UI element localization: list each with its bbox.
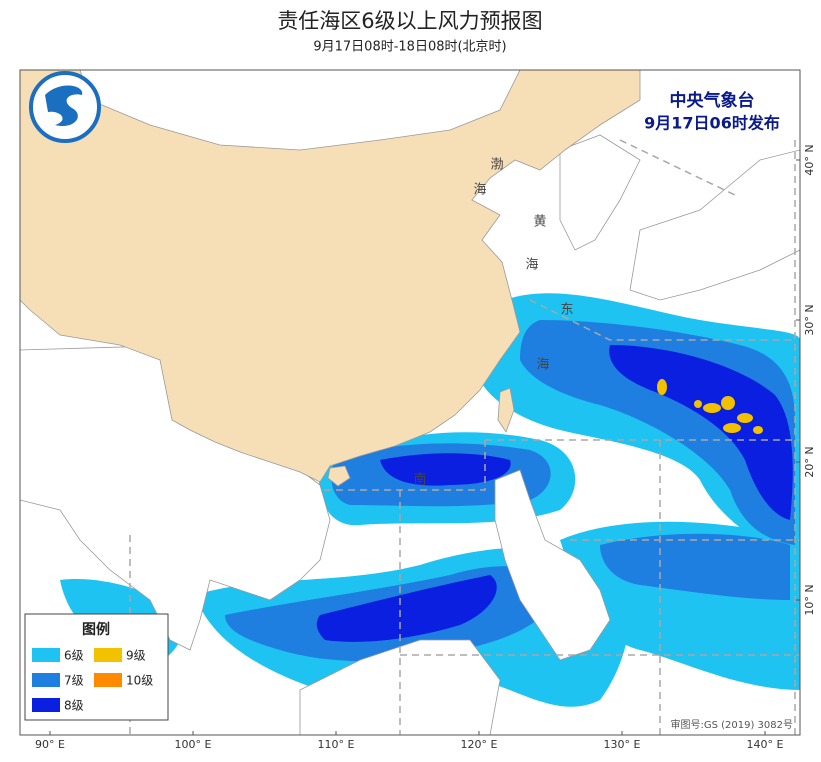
lon-label: 120° E bbox=[461, 738, 498, 751]
mongolia bbox=[79, 70, 521, 151]
legend: 图例 6级 9级 7级 10级 8级 bbox=[24, 613, 169, 721]
korea-japan bbox=[559, 134, 800, 301]
sea-label: 黄 bbox=[533, 215, 546, 230]
sea-label: 海 bbox=[536, 358, 549, 373]
lon-label: 110° E bbox=[318, 738, 355, 751]
lat-label: 20° N bbox=[803, 446, 816, 477]
china bbox=[20, 70, 641, 483]
approval-number: 审图号:GS (2019) 3082号 bbox=[670, 718, 793, 731]
legend-label: 6级 bbox=[64, 649, 84, 663]
legend-swatch bbox=[32, 648, 60, 662]
lat-label: 30° N bbox=[803, 304, 816, 335]
lon-label: 90° E bbox=[35, 738, 65, 751]
sea-label: 东 bbox=[560, 303, 573, 318]
legend-swatch bbox=[94, 673, 122, 687]
issuer-name: 中央气象台 bbox=[670, 90, 755, 111]
legend-label: 7级 bbox=[64, 674, 84, 688]
map-frame bbox=[19, 69, 801, 736]
title: 责任海区6级以上风力预报图 bbox=[277, 9, 542, 33]
legend-swatch bbox=[32, 673, 60, 687]
legend-title: 图例 bbox=[82, 621, 110, 638]
subtitle: 9月17日08时-18日08时(北京时) bbox=[313, 40, 506, 55]
issuer-time: 9月17日06时发布 bbox=[644, 114, 780, 133]
taiwan bbox=[497, 387, 515, 433]
lat-label: 40° N bbox=[803, 144, 816, 175]
lat-label: 10° N bbox=[803, 584, 816, 615]
wind-level-9 bbox=[657, 379, 763, 434]
sea-label: 南 bbox=[413, 472, 426, 488]
map: 渤 海 黄 海 东 海 南 中央气象台 9月17日06时发布 审图号:GS (2… bbox=[20, 70, 800, 735]
sea-label: 海 bbox=[473, 183, 486, 198]
legend-label: 8级 bbox=[64, 699, 84, 713]
lon-label: 100° E bbox=[175, 738, 212, 751]
lon-label: 130° E bbox=[604, 738, 641, 751]
sea-label: 渤 bbox=[490, 157, 503, 173]
sea-label: 海 bbox=[525, 258, 538, 273]
hainan bbox=[327, 465, 351, 487]
legend-label: 10级 bbox=[126, 674, 153, 688]
philippines bbox=[494, 469, 611, 661]
legend-swatch bbox=[32, 698, 60, 712]
legend-label: 9级 bbox=[126, 649, 146, 663]
logo bbox=[29, 71, 101, 143]
legend-swatch bbox=[94, 648, 122, 662]
wind-level-8 bbox=[316, 345, 793, 642]
lon-label: 140° E bbox=[747, 738, 784, 751]
